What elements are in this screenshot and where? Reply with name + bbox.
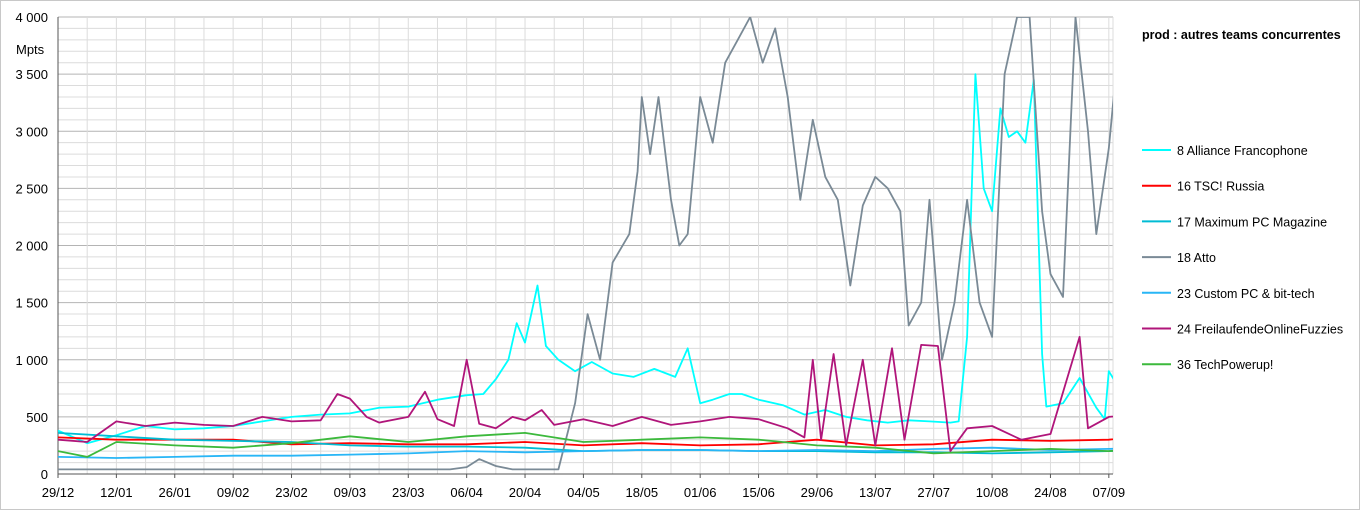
legend-label: 36 TechPowerup! [1177, 358, 1273, 372]
x-tick-label: 04/05 [567, 485, 600, 500]
x-tick-label: 18/05 [626, 485, 659, 500]
y-tick-label: 3 500 [15, 67, 48, 82]
series-line-4 [58, 17, 1113, 471]
y-tick-label: 1 000 [15, 353, 48, 368]
x-tick-label: 01/06 [684, 485, 717, 500]
x-tick-label: 24/08 [1034, 485, 1067, 500]
axis-layer: 0 500 1 000 1 500 2 000 2 500 3 000 3 500 4 000 2… [15, 10, 1125, 500]
y-tick-label: 0 [41, 467, 48, 482]
x-tick-label: 29/06 [801, 485, 834, 500]
x-tick-label: 09/02 [217, 485, 250, 500]
series-line-7 [58, 431, 1113, 458]
x-tick-label: 15/06 [742, 485, 775, 500]
grid-layer [57, 16, 1114, 475]
x-tick-label: 10/08 [976, 485, 1009, 500]
x-tick-label: 26/01 [158, 485, 191, 500]
x-tick-label: 27/07 [917, 485, 950, 500]
x-tick-label: 29/12 [42, 485, 75, 500]
y-tick-label: 2 000 [15, 239, 48, 254]
legend-label: 8 Alliance Francophone [1177, 144, 1308, 158]
y-tick-label: 3 000 [15, 124, 48, 139]
x-tick-label: 09/03 [334, 485, 367, 500]
x-tick-label: 20/04 [509, 485, 542, 500]
y-tick-label: 500 [26, 410, 48, 425]
y-tick-label: 1 500 [15, 296, 48, 311]
series-layer [58, 17, 1113, 471]
series-line-5 [58, 446, 1113, 459]
legend-label: 24 FreilaufendeOnlineFuzzies [1177, 323, 1343, 337]
x-tick-label: 12/01 [100, 485, 133, 500]
legend: 8 Alliance Francophone 16 TSC! Russia 17 M… [1142, 144, 1343, 372]
x-tick-label: 23/03 [392, 485, 425, 500]
x-tick-label: 13/07 [859, 485, 892, 500]
y-tick-label: 2 500 [15, 181, 48, 196]
y-tick-label: 4 000 [15, 10, 48, 25]
x-tick-label: 07/09 [1093, 485, 1126, 500]
chart-title: prod : autres teams concurrentes [1142, 28, 1341, 42]
legend-label: 17 Maximum PC Magazine [1177, 215, 1327, 229]
series-line-6 [58, 335, 1113, 453]
x-tick-label: 06/04 [450, 485, 483, 500]
legend-label: 23 Custom PC & bit-tech [1177, 287, 1315, 301]
y-axis-label: Mpts [16, 42, 45, 57]
series-line-1 [58, 73, 1113, 445]
legend-label: 18 Atto [1177, 251, 1216, 265]
legend-label: 16 TSC! Russia [1177, 180, 1264, 194]
x-tick-label: 23/02 [275, 485, 308, 500]
